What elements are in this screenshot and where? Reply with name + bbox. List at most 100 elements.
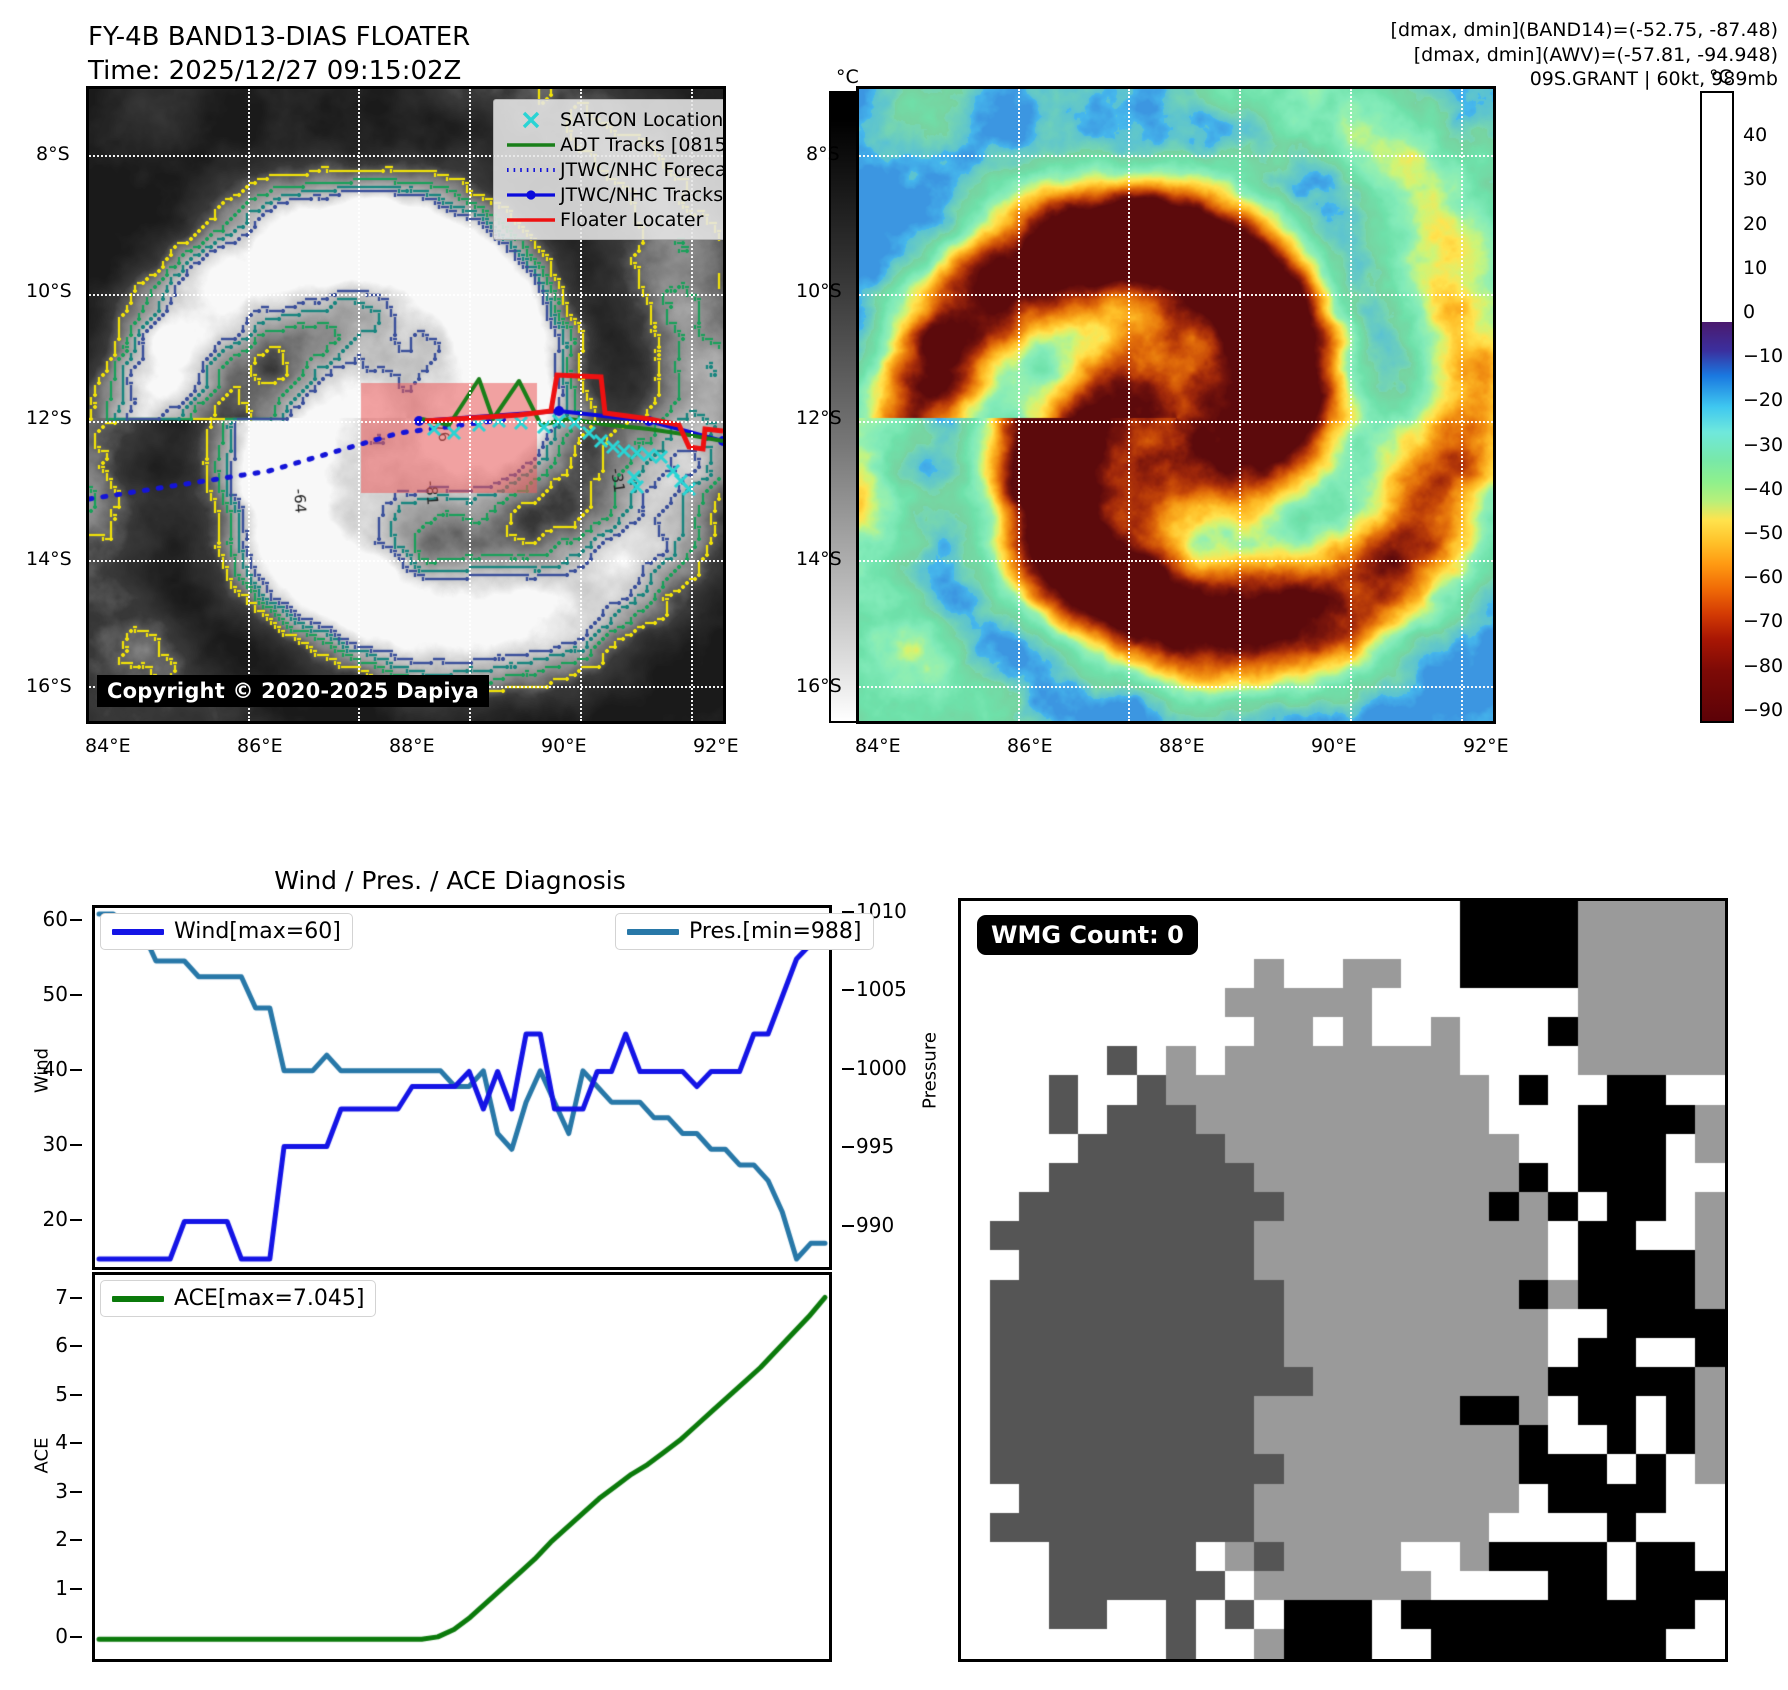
axis-tick-mark [70, 1442, 82, 1445]
ace-plot [95, 1275, 829, 1659]
gridline-vertical [1350, 89, 1353, 721]
axis-tick-label: 5 [55, 1381, 68, 1406]
lat-tick-label: 12°S [796, 407, 842, 429]
colorbar-tick: 30 [1743, 168, 1768, 191]
legend-item[interactable]: SATCON Locations [0815Z 51 993] [502, 107, 726, 132]
colorbar-tick: 40 [1743, 124, 1768, 147]
axis-tick-label: 990 [856, 1212, 895, 1237]
axis-tick-label: 4 [55, 1430, 68, 1455]
axis-tick-label: 995 [856, 1134, 895, 1159]
colorbar-tick: −90 [1743, 698, 1784, 721]
pressure-tick-labels: 1010 1005 1000 995 990 [842, 899, 932, 1264]
wmg-panel[interactable]: WMG Count: 0 [958, 898, 1728, 1662]
lon-tick-label: 88°E [1159, 735, 1205, 757]
charts-title: Wind / Pres. / ACE Diagnosis [274, 866, 626, 895]
gridline-horizontal [859, 420, 1493, 423]
legend-item[interactable]: JTWC/NHC Tracks [27/0600Z] [502, 182, 723, 207]
lon-tick-label: 92°E [693, 735, 739, 757]
gridline-vertical [358, 89, 361, 721]
bd-colorbar-unit: °C [1709, 66, 1732, 88]
gridline-horizontal [89, 294, 723, 297]
ace-legend-label: ACE[max=7.045] [174, 1286, 365, 1311]
ace-tick-labels: 7 6 5 4 3 2 1 0 [0, 1272, 82, 1656]
axis-tick-label: 1005 [856, 977, 907, 1002]
colorbar-tick: −70 [1743, 610, 1784, 633]
wind-tick-labels: 60 50 40 30 20 [0, 905, 82, 1264]
lat-tick-label: 14°S [796, 548, 842, 570]
axis-tick-label: 7 [55, 1284, 68, 1309]
colorbar-tick: 10 [1743, 256, 1768, 279]
bd-enhanced-image [859, 89, 1493, 721]
gridline-vertical [469, 89, 472, 721]
product-title: FY-4B BAND13-DIAS FLOATER [88, 22, 471, 52]
gridline-horizontal [859, 559, 1493, 562]
bd-colorbar[interactable] [1700, 91, 1734, 723]
axis-tick-mark [842, 1146, 854, 1149]
gridline-vertical [1128, 89, 1131, 721]
legend-label: SATCON Locations [0815Z 51 993] [560, 108, 726, 131]
axis-tick-label: 30 [42, 1131, 68, 1156]
axis-tick-mark [70, 1490, 82, 1493]
axis-tick-mark [70, 918, 82, 921]
gridline-horizontal [859, 294, 1493, 297]
gridline-horizontal [89, 559, 723, 562]
legend-item[interactable]: Floater Locater [502, 207, 723, 232]
ace-legend[interactable]: ACE[max=7.045] [100, 1280, 377, 1317]
gridline-vertical [1017, 89, 1020, 721]
pressure-legend-label: Pres.[min=988] [689, 919, 862, 944]
gridline-horizontal [89, 155, 723, 158]
colorbar-tick: 20 [1743, 212, 1768, 235]
ir-floater-panel[interactable]: SATCON Locations [0815Z 51 993] ADT Trac… [86, 86, 726, 724]
copyright-notice: Copyright © 2020-2025 Dapiya [97, 675, 489, 707]
axis-tick-label: 1 [55, 1575, 68, 1600]
bd-enhanced-panel[interactable] [856, 86, 1496, 724]
lon-tick-label: 90°E [541, 735, 587, 757]
legend-label: Floater Locater [560, 208, 704, 231]
axis-tick-mark [842, 1224, 854, 1227]
colorbar-tick: −40 [1743, 477, 1784, 500]
axis-tick-label: 3 [55, 1478, 68, 1503]
floater-locater-line-icon [502, 214, 560, 226]
legend-item[interactable]: ADT Tracks [0815Z 55.0 995.3] [502, 132, 726, 157]
ir-colorbar-unit: °C [836, 66, 859, 88]
page-title: FY-4B BAND13-DIAS FLOATER Time: 2025/12/… [88, 20, 470, 89]
wind-legend-label: Wind[max=60] [174, 919, 341, 944]
wind-legend[interactable]: Wind[max=60] [100, 913, 353, 950]
ace-chart[interactable] [92, 1272, 832, 1662]
axis-tick-mark [70, 1143, 82, 1146]
wmg-image [961, 901, 1725, 1659]
gridline-vertical [1461, 89, 1464, 721]
lat-tick-label: 10°S [26, 280, 72, 302]
axis-tick-label: 2 [55, 1527, 68, 1552]
axis-tick-mark [70, 1539, 82, 1542]
product-time: Time: 2025/12/27 09:15:02Z [88, 56, 462, 87]
axis-tick-label: 0 [55, 1624, 68, 1649]
axis-tick-mark [70, 1068, 82, 1071]
axis-tick-mark [70, 1296, 82, 1299]
axis-tick-mark [70, 993, 82, 996]
gridline-vertical [247, 89, 250, 721]
gridline-vertical [691, 89, 694, 721]
lat-tick-label: 12°S [26, 407, 72, 429]
satcon-x-icon [502, 109, 560, 131]
ace-line-swatch [112, 1295, 164, 1302]
ir-panel-legend: SATCON Locations [0815Z 51 993] ADT Trac… [493, 99, 726, 240]
wmg-count-badge: WMG Count: 0 [977, 915, 1198, 955]
lat-tick-label: 10°S [796, 280, 842, 302]
axis-tick-label: 50 [42, 981, 68, 1006]
gridline-horizontal [89, 420, 723, 423]
legend-item[interactable]: JTWC/NHC Forecast [27/0000Z] [502, 157, 723, 182]
legend-label: ADT Tracks [0815Z 55.0 995.3] [560, 133, 726, 156]
lon-tick-label: 92°E [1463, 735, 1509, 757]
axis-tick-mark [842, 1067, 854, 1070]
lon-tick-label: 84°E [85, 735, 131, 757]
axis-tick-label: 1000 [856, 1055, 907, 1080]
colorbar-tick: −60 [1743, 566, 1784, 589]
axis-tick-mark [842, 911, 854, 913]
axis-tick-mark [70, 1345, 82, 1348]
gridline-horizontal [859, 686, 1493, 689]
wind-pressure-chart[interactable] [92, 905, 832, 1270]
lat-tick-label: 8°S [806, 143, 840, 165]
pressure-legend[interactable]: Pres.[min=988] [615, 913, 874, 950]
lon-tick-label: 84°E [855, 735, 901, 757]
